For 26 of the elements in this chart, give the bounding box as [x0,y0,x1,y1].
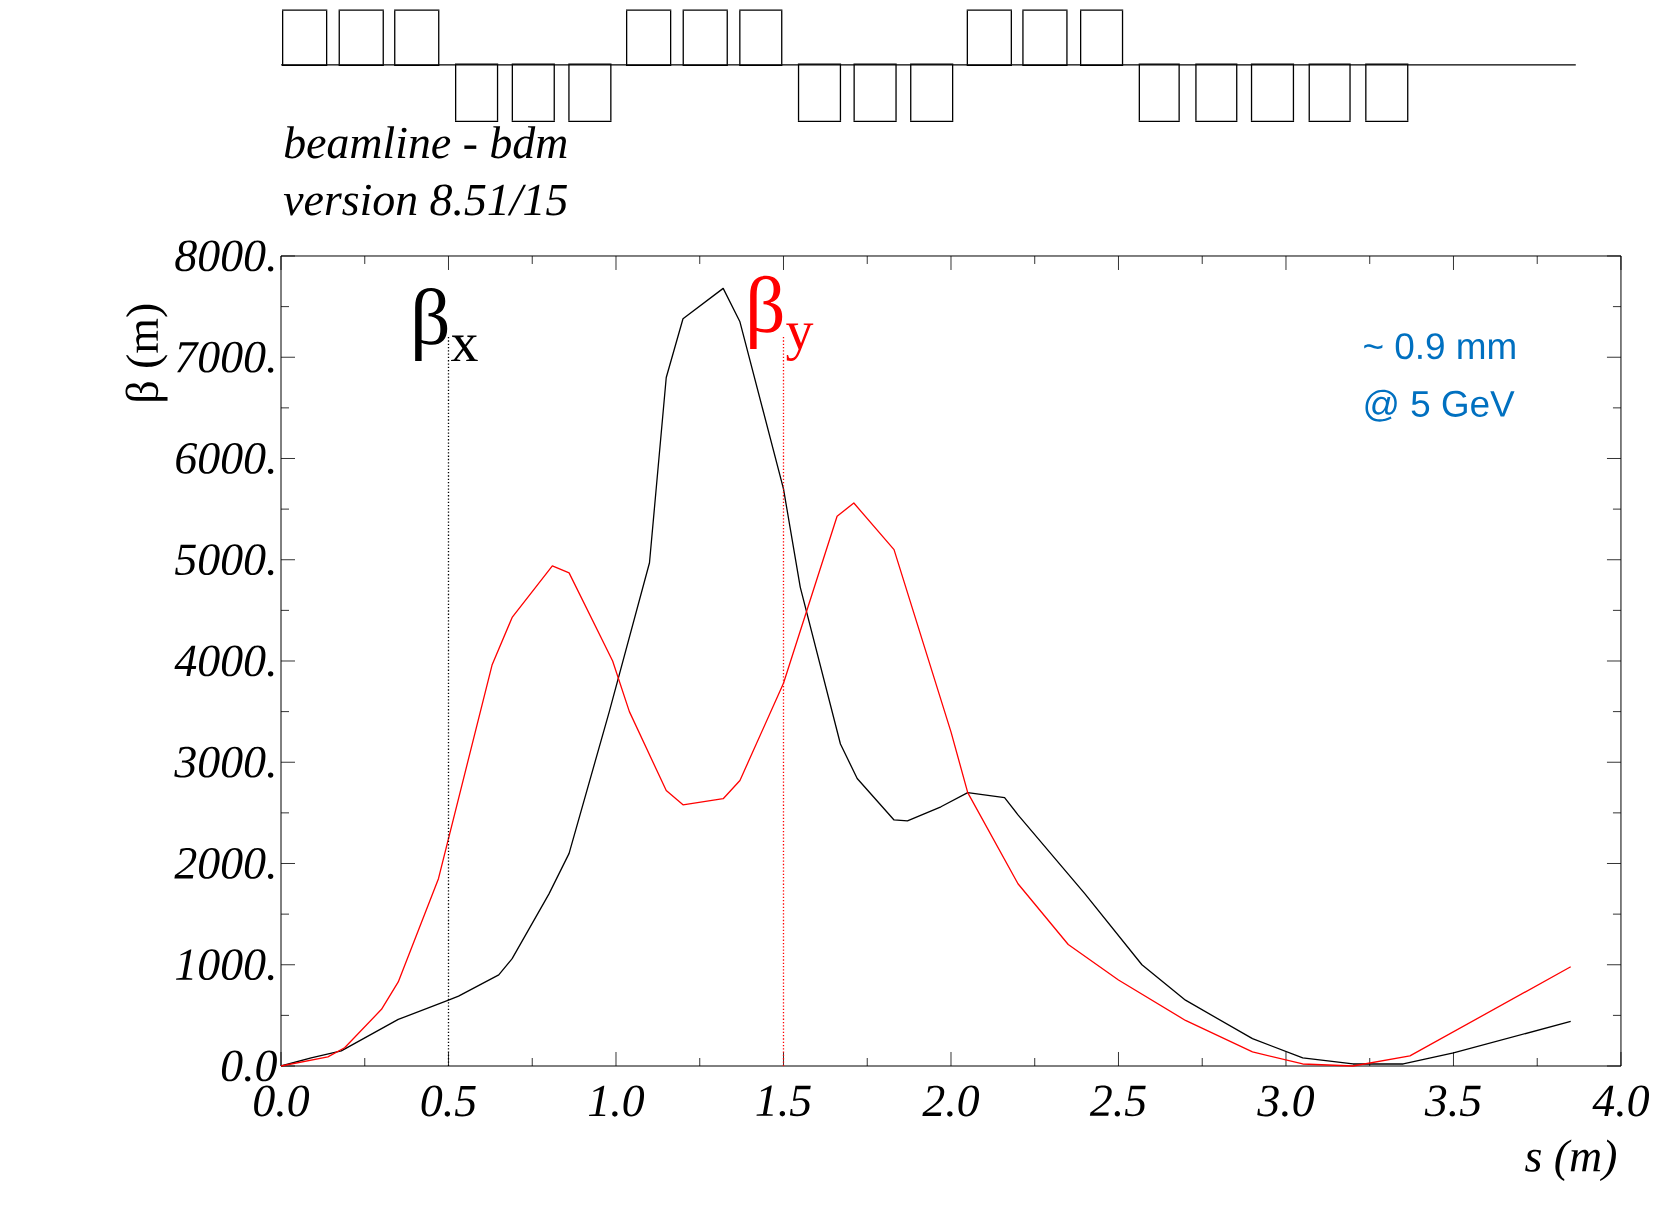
x-tick-label: 3.0 [1257,1085,1315,1117]
x-tick-label: 3.5 [1424,1085,1481,1117]
y-tick-label: 7000. [177,341,274,373]
x-tick-label: 4.0 [1592,1085,1650,1117]
y-tick-label: 1000. [176,949,274,981]
chart-subtitle: version 8.51/15 [283,184,567,216]
x-tick-label: 0.0 [254,1085,310,1117]
x-tick-label: 2.0 [922,1085,980,1117]
y-axis-title: β (m) [125,304,168,401]
y-tick-label: 8000. [175,240,274,272]
x-tick-label: 0.5 [421,1085,476,1117]
x-tick-label: 1.5 [756,1085,811,1117]
y-tick-label: 5000. [175,544,274,576]
chart-title: beamline - bdm [284,126,567,159]
y-tick-label: 3000. [174,746,274,778]
x-tick-label: 1.0 [588,1085,645,1117]
ref-line-label: β$_{y}$ [750,275,814,362]
annotation: ~ 0.9 mm [1364,333,1515,360]
x-tick-label: 2.5 [1089,1085,1146,1117]
ref-line-label: β$_{x}$ [415,287,478,362]
annotation: @ 5 GeV [1365,389,1515,422]
y-tick-label: 2000. [174,847,274,880]
x-axis-title: s (m) [1525,1139,1616,1182]
y-tick-label: 4000. [174,645,274,677]
y-tick-label: 0.0 [221,1050,277,1082]
y-tick-label: 6000. [176,442,274,475]
